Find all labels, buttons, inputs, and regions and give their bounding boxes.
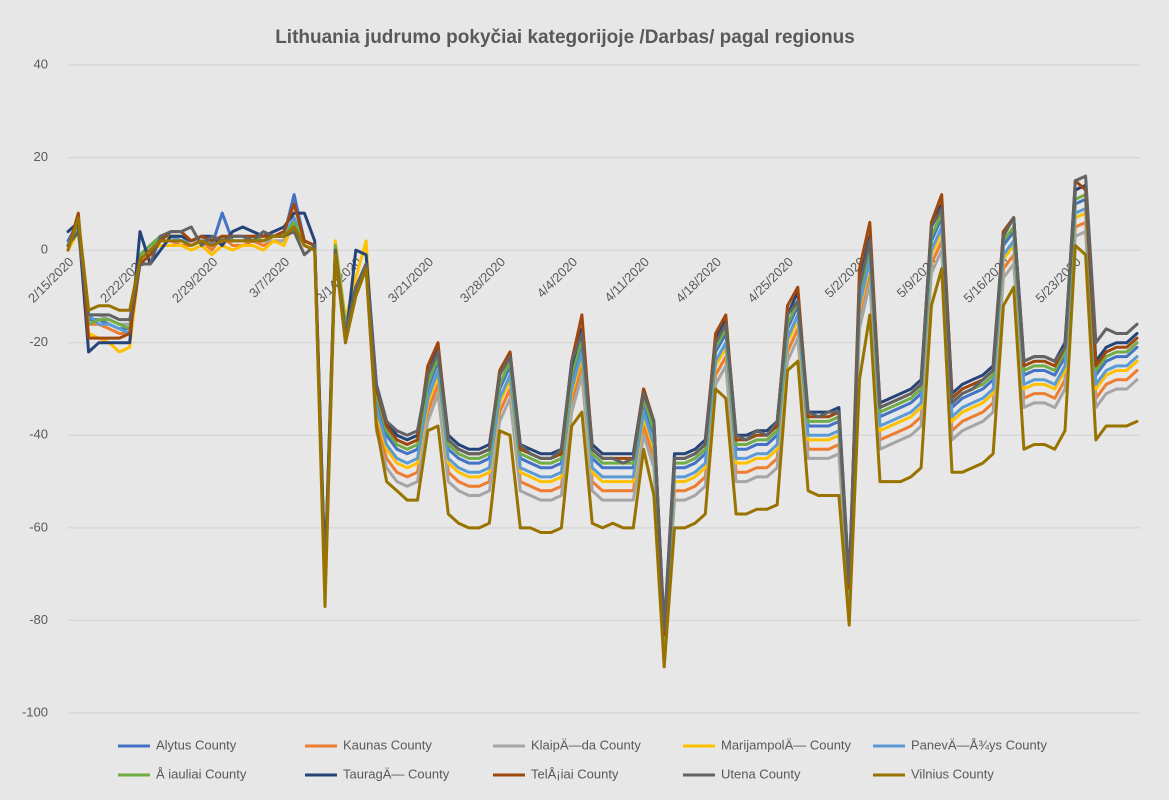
legend-label: Kaunas County [343,737,432,752]
y-tick-label: 40 [34,56,48,71]
y-tick-label: -40 [29,427,48,442]
legend-label: TauragÄ— County [343,766,450,781]
y-tick-label: 0 [41,242,48,257]
series-line [66,216,1139,669]
legend-label: PanevÄ—Å¾ys County [911,737,1047,752]
chart-title: Lithuania judrumo pokyčiai kategorijoje … [275,27,855,48]
legend-label: Vilnius County [911,766,994,781]
series-line [66,216,1139,669]
y-tick-label: -20 [29,334,48,349]
y-tick-label: 20 [34,149,48,164]
legend-label: MarijampolÄ— County [721,737,852,752]
y-tick-label: -80 [29,612,48,627]
legend-label: Å iauliai County [156,766,247,781]
legend-label: TelÅ¡iai County [531,766,619,781]
y-tick-label: -100 [22,704,48,719]
series-line [66,183,1139,632]
series-line [66,174,1139,632]
series-line [66,211,1139,650]
legend-label: Alytus County [156,737,237,752]
legend-label: Utena County [721,766,801,781]
y-tick-label: -60 [29,519,48,534]
legend-label: KlaipÄ—da County [531,737,641,752]
